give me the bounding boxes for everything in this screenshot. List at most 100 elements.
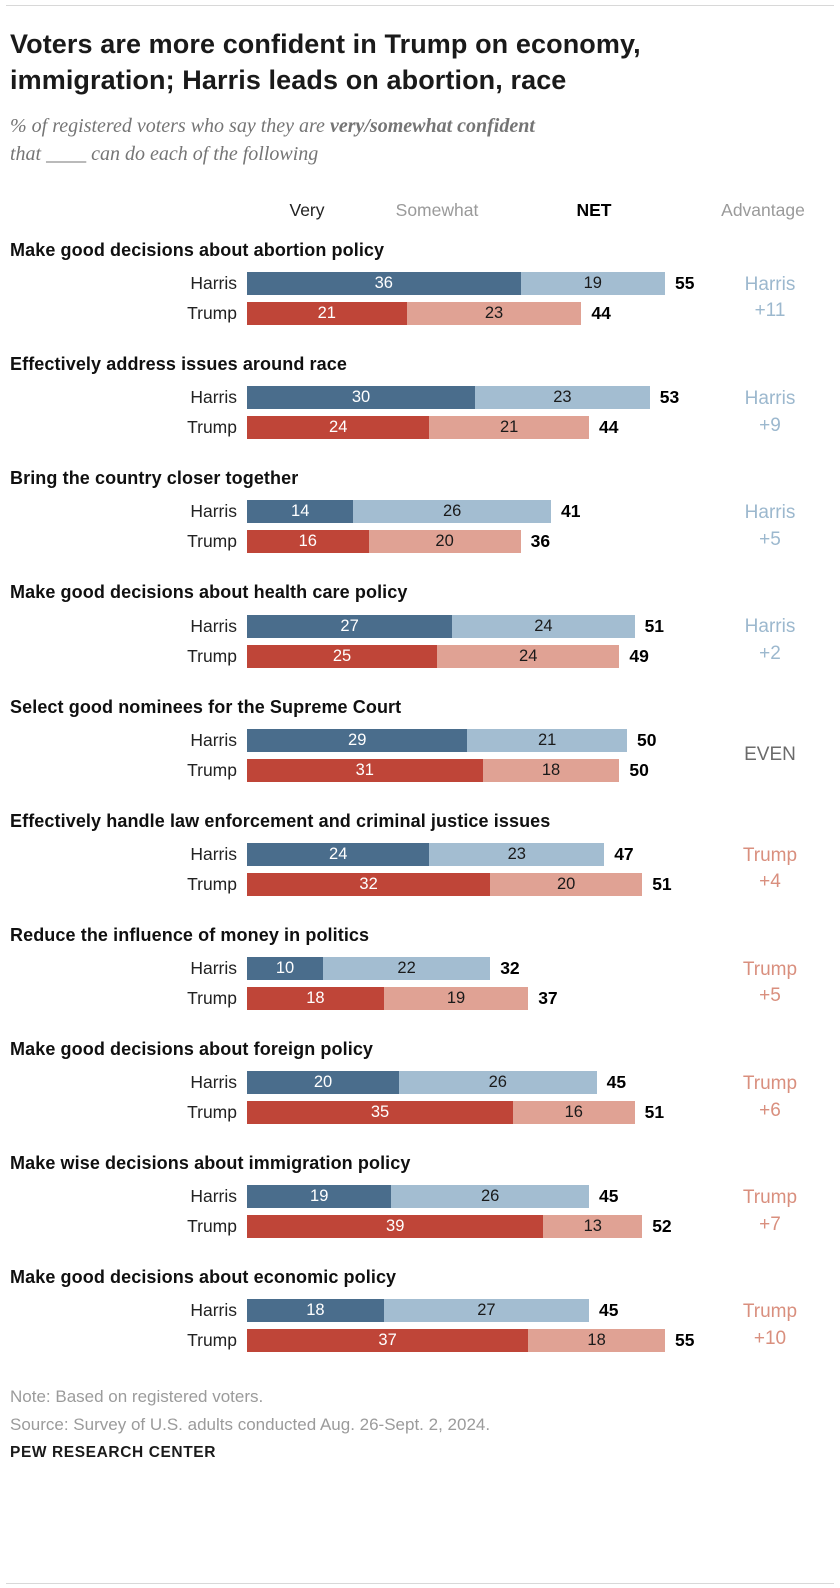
bar-row-trump: Trump 18 19 37 (10, 986, 710, 1010)
chart-subtitle-line1: % of registered voters who say they are … (10, 112, 830, 140)
net-value: 51 (644, 615, 665, 636)
subtitle-bold: very/somewhat confident (329, 114, 535, 137)
issue-group: Make good decisions about health care po… (10, 582, 830, 668)
issue-group: Make good decisions about abortion polic… (10, 240, 830, 325)
candidate-label: Harris (190, 957, 237, 978)
advantage-label: Trump +4 (710, 843, 830, 896)
bar-row-trump: Trump 31 18 50 (10, 758, 710, 782)
segment-very: 18 (247, 986, 384, 1010)
candidate-label: Harris (190, 729, 237, 750)
advantage-label: Trump +5 (710, 957, 830, 1010)
net-value: 51 (644, 1102, 665, 1123)
bar-rows: Harris 36 19 55 Trump 21 23 44 (10, 271, 710, 325)
bar-row-trump: Trump 39 13 52 (10, 1215, 710, 1239)
advantage-label: Harris +11 (710, 272, 830, 325)
bar-row-trump: Trump 21 23 44 (10, 301, 710, 325)
segment-somewhat: 13 (543, 1215, 643, 1239)
candidate-label: Trump (187, 759, 237, 780)
bar-row-trump: Trump 25 24 49 (10, 644, 710, 668)
advantage-value: +7 (759, 1213, 781, 1235)
advantage-label: Trump +6 (710, 1071, 830, 1124)
brand-text: PEW RESEARCH CENTER (10, 1444, 217, 1462)
bar-rows: Harris 29 21 50 Trump 31 18 50 (10, 728, 710, 782)
segment-very: 35 (247, 1101, 513, 1125)
stacked-bar: 36 19 (247, 271, 665, 295)
segment-very: 31 (247, 758, 483, 782)
segment-somewhat: 26 (391, 1185, 589, 1209)
stacked-bar: 16 20 (247, 530, 521, 554)
bar-row-harris: Harris 19 26 45 (10, 1185, 710, 1209)
bar-row-harris: Harris 18 27 45 (10, 1299, 710, 1323)
candidate-label: Trump (187, 1330, 237, 1351)
net-value: 51 (652, 873, 672, 894)
segment-very: 10 (247, 956, 323, 980)
bar-rows: Harris 19 26 45 Trump 39 13 52 (10, 1185, 710, 1239)
bar-rows: Harris 24 23 47 Trump 32 20 51 (10, 842, 710, 896)
bar-rows: Harris 10 22 32 Trump 18 19 37 (10, 956, 710, 1010)
candidate-label: Trump (187, 645, 237, 666)
issue-group-body: Harris 10 22 32 Trump 18 19 37 Trump +5 (10, 956, 830, 1010)
issue-title: Make good decisions about foreign policy (10, 1039, 374, 1059)
bar-row-trump: Trump 35 16 51 (10, 1101, 710, 1125)
issue-group-body: Harris 27 24 51 Trump 25 24 49 Harris +2 (10, 614, 830, 668)
segment-very: 32 (247, 872, 491, 896)
candidate-label: Trump (187, 873, 237, 894)
candidate-label: Trump (187, 987, 237, 1008)
bar-row-harris: Harris 27 24 51 (10, 614, 710, 638)
segment-somewhat: 23 (475, 386, 650, 410)
bar-row-harris: Harris 29 21 50 (10, 728, 710, 752)
issue-group-body: Harris 19 26 45 Trump 39 13 52 Trump +7 (10, 1185, 830, 1239)
segment-somewhat: 23 (406, 301, 582, 325)
column-headers: Very Somewhat NET Advantage (10, 200, 830, 224)
segment-very: 36 (247, 271, 521, 295)
net-value: 53 (659, 387, 680, 408)
advantage-label: Harris +9 (710, 386, 830, 439)
advantage-name: Trump (742, 1301, 798, 1323)
segment-somewhat: 21 (429, 416, 589, 440)
advantage-label: Trump +10 (710, 1299, 830, 1352)
candidate-label: Harris (190, 272, 237, 293)
bar-row-harris: Harris 14 26 41 (10, 500, 710, 524)
advantage-name: Harris (744, 502, 796, 524)
advantage-label: Harris +2 (710, 614, 830, 667)
net-value: 50 (636, 729, 657, 750)
net-value: 37 (538, 987, 558, 1008)
segment-somewhat: 20 (368, 530, 521, 554)
net-value: 55 (674, 272, 695, 293)
issue-title: Reduce the influence of money in politic… (10, 924, 370, 945)
advantage-value: +5 (759, 985, 781, 1007)
segment-somewhat: 23 (429, 842, 605, 866)
source-text: Source: Survey of U.S. adults conducted … (10, 1415, 491, 1435)
issue-group: Select good nominees for the Supreme Cou… (10, 697, 830, 782)
candidate-label: Trump (187, 1216, 237, 1237)
advantage-name: Trump (742, 844, 798, 866)
stacked-bar: 35 16 (247, 1101, 635, 1125)
advantage-label: EVEN (710, 742, 830, 769)
bar-rows: Harris 18 27 45 Trump 37 18 55 (10, 1299, 710, 1353)
segment-very: 29 (247, 728, 468, 752)
stacked-bar: 25 24 (247, 644, 620, 668)
advantage-value: +2 (759, 643, 781, 665)
net-value: 49 (629, 645, 649, 666)
issue-title: Effectively address issues around race (10, 354, 347, 375)
issue-group-body: Harris 30 23 53 Trump 24 21 44 Harris +9 (10, 386, 830, 440)
net-value: 45 (606, 1072, 627, 1093)
advantage-value: +11 (754, 300, 786, 322)
bar-row-harris: Harris 30 23 53 (10, 386, 710, 410)
segment-very: 27 (247, 614, 453, 638)
stacked-bar: 21 23 (247, 301, 582, 325)
issue-group-body: Harris 20 26 45 Trump 35 16 51 Trump +6 (10, 1071, 830, 1125)
stacked-bar: 14 26 (247, 500, 551, 524)
segment-somewhat: 18 (482, 758, 620, 782)
issue-title: Make good decisions about economic polic… (10, 1267, 397, 1288)
chart-title-line2: immigration; Harris leads on abortion, r… (10, 65, 567, 96)
segment-somewhat: 26 (353, 500, 551, 524)
issue-title: Make good decisions about health care po… (10, 582, 408, 603)
segment-very: 30 (247, 386, 475, 410)
net-value: 55 (674, 1330, 695, 1351)
chart-title-line1: Voters are more confident in Trump on ec… (10, 29, 641, 59)
candidate-label: Harris (190, 1300, 237, 1321)
segment-very: 21 (247, 301, 407, 325)
candidate-label: Trump (187, 1102, 237, 1123)
candidate-label: Trump (187, 302, 237, 323)
